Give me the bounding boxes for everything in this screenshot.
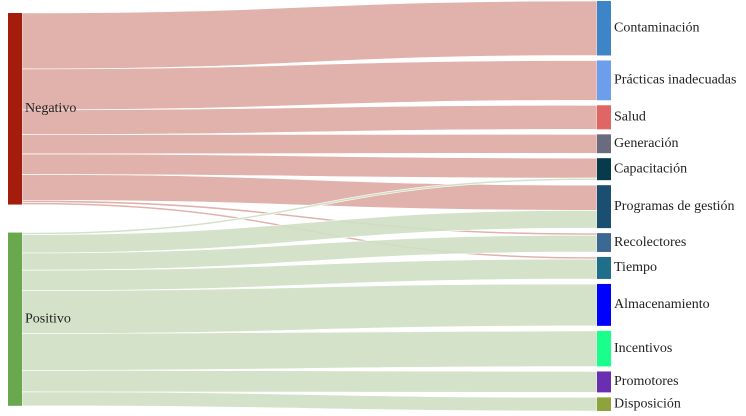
link-positivo-incentivos[interactable]	[21, 330, 598, 371]
label-almacenamiento: Almacenamiento	[614, 297, 710, 312]
link-negativo-capacitacion[interactable]	[21, 153, 598, 179]
node-negativo[interactable]	[8, 13, 22, 205]
sankey-nodes	[8, 1, 611, 411]
link-positivo-recolectores[interactable]	[21, 234, 598, 271]
node-generacion[interactable]	[597, 134, 611, 154]
link-positivo-disposicion[interactable]	[21, 391, 598, 412]
link-negativo-salud[interactable]	[21, 104, 598, 135]
label-practicas-inadecuadas: Prácticas inadecuadas	[614, 73, 736, 88]
node-practicas-inadecuadas[interactable]	[597, 60, 611, 101]
label-recolectores: Recolectores	[614, 235, 686, 250]
node-incentivos[interactable]	[597, 330, 611, 367]
label-positivo: Positivo	[25, 311, 71, 326]
label-programas-de-gestion: Programas de gestión	[614, 199, 735, 214]
label-promotores: Promotores	[614, 374, 679, 389]
node-programas-de-gestion[interactable]	[597, 185, 611, 229]
label-generacion: Generación	[614, 136, 679, 151]
node-contaminacion[interactable]	[597, 1, 611, 56]
label-contaminacion: Contaminación	[614, 20, 700, 35]
label-negativo: Negativo	[25, 101, 76, 116]
sankey-labels: Negativo Positivo Contaminación Prácticas i…	[25, 20, 736, 411]
link-negativo-generacion[interactable]	[21, 134, 598, 155]
node-recolectores[interactable]	[597, 233, 611, 252]
sankey-links	[21, 0, 598, 412]
link-negativo-practicas-inadecuadas[interactable]	[21, 60, 598, 111]
node-almacenamiento[interactable]	[597, 283, 611, 326]
node-capacitacion[interactable]	[597, 158, 611, 181]
label-disposicion: Disposición	[614, 396, 681, 411]
link-negativo-contaminacion[interactable]	[21, 0, 598, 70]
label-tiempo: Tiempo	[614, 260, 657, 275]
link-positivo-almacenamiento[interactable]	[21, 283, 598, 335]
link-positivo-tiempo[interactable]	[21, 258, 598, 291]
node-disposicion[interactable]	[597, 397, 611, 411]
node-tiempo[interactable]	[597, 256, 611, 279]
label-salud: Salud	[614, 110, 646, 125]
node-promotores[interactable]	[597, 371, 611, 393]
label-incentivos: Incentivos	[614, 341, 672, 356]
label-capacitacion: Capacitación	[614, 161, 687, 176]
node-positivo[interactable]	[8, 232, 22, 406]
node-salud[interactable]	[597, 105, 611, 130]
link-positivo-promotores[interactable]	[21, 369, 598, 393]
